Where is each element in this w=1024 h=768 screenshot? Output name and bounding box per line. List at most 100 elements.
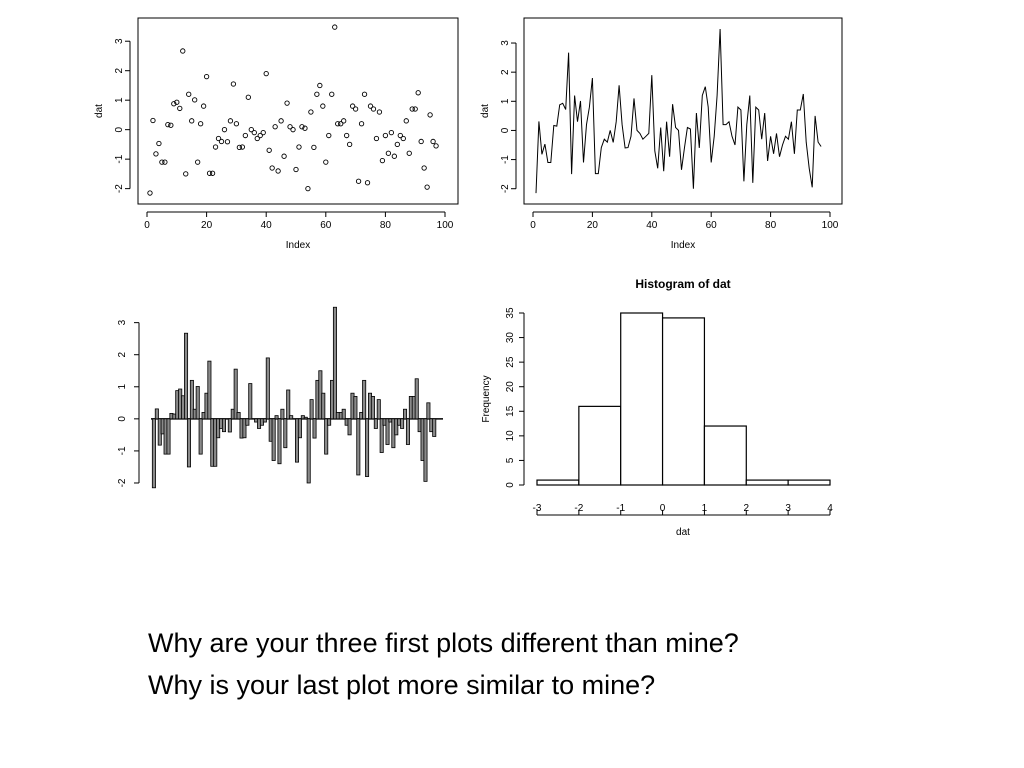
data-point bbox=[394, 141, 400, 148]
data-point bbox=[302, 125, 308, 131]
data-point bbox=[165, 122, 171, 128]
x-tick-label: -3 bbox=[533, 503, 542, 514]
data-point bbox=[254, 135, 260, 142]
data-point bbox=[227, 118, 234, 124]
y-tick-label: 0 bbox=[117, 416, 128, 422]
data-point bbox=[296, 144, 302, 150]
caption: Why are your three first plots different… bbox=[148, 622, 739, 706]
data-point bbox=[180, 48, 186, 54]
data-point bbox=[314, 91, 320, 97]
data-point bbox=[230, 81, 237, 87]
data-point bbox=[251, 129, 257, 136]
data-point bbox=[329, 91, 335, 97]
data-bar bbox=[271, 418, 276, 461]
y-tick-label: -1 bbox=[114, 154, 125, 163]
data-bar bbox=[245, 418, 250, 426]
histogram-bar bbox=[745, 479, 789, 486]
plot-frame bbox=[137, 17, 459, 205]
data-point bbox=[263, 70, 269, 77]
data-point bbox=[344, 132, 350, 139]
data-point bbox=[221, 127, 228, 133]
histogram-bar bbox=[578, 405, 622, 486]
data-point bbox=[171, 101, 177, 107]
data-bar bbox=[289, 415, 294, 420]
data-bar bbox=[405, 418, 410, 445]
data-bar bbox=[265, 357, 270, 420]
data-point bbox=[245, 94, 251, 100]
data-bar bbox=[280, 408, 285, 420]
data-point bbox=[388, 129, 395, 136]
data-point bbox=[192, 97, 198, 103]
data-bar bbox=[248, 383, 253, 420]
data-bar bbox=[274, 415, 279, 420]
y-tick-label: 1 bbox=[500, 98, 511, 104]
x-tick-label: 1 bbox=[702, 503, 708, 514]
data-point bbox=[332, 24, 338, 30]
data-point bbox=[177, 105, 183, 112]
data-bar bbox=[324, 418, 329, 455]
data-point bbox=[320, 103, 326, 109]
data-point bbox=[215, 135, 222, 142]
data-point bbox=[370, 106, 377, 112]
x-tick-label: 60 bbox=[320, 220, 332, 231]
data-point bbox=[361, 91, 368, 97]
data-bar bbox=[286, 389, 291, 420]
data-point bbox=[355, 178, 362, 184]
data-bar bbox=[341, 408, 346, 420]
y-tick-label: -2 bbox=[117, 478, 128, 487]
data-point bbox=[203, 73, 210, 80]
data-point bbox=[397, 132, 403, 139]
data-point bbox=[430, 138, 436, 145]
x-tick-label: 80 bbox=[765, 220, 777, 231]
scatter-plot: 0 20 40 60 80 100 -2 -1 0 1 2 3 Index dat bbox=[94, 17, 459, 251]
x-tick-label: 40 bbox=[646, 220, 658, 231]
data-point bbox=[200, 103, 207, 109]
data-bar bbox=[312, 418, 317, 439]
data-point bbox=[147, 190, 153, 196]
y-tick-label: -1 bbox=[500, 155, 511, 164]
y-tick-label: 3 bbox=[114, 38, 125, 44]
data-point bbox=[257, 132, 263, 139]
data-point bbox=[341, 118, 347, 124]
y-tick-label: 2 bbox=[114, 67, 125, 73]
data-bar bbox=[283, 418, 288, 449]
y-tick-label: 1 bbox=[114, 97, 125, 103]
data-bar bbox=[277, 418, 282, 465]
data-point bbox=[409, 106, 415, 112]
x-tick-label: 3 bbox=[785, 503, 791, 514]
data-point bbox=[367, 103, 374, 109]
x-tick-label: 2 bbox=[744, 503, 750, 514]
data-point bbox=[305, 185, 311, 192]
data-bar bbox=[414, 378, 419, 420]
data-point bbox=[153, 151, 159, 157]
data-point bbox=[427, 112, 433, 118]
caption-line-1: Why are your three first plots different… bbox=[148, 628, 739, 658]
caption-line-2: Why is your last plot more similar to mi… bbox=[148, 670, 656, 700]
x-tick-label: -2 bbox=[574, 503, 583, 514]
data-point bbox=[311, 144, 317, 151]
data-bar bbox=[347, 418, 352, 436]
y-tick-label: 0 bbox=[505, 482, 516, 488]
data-bar bbox=[151, 418, 156, 489]
data-bar bbox=[213, 418, 218, 467]
y-axis-label: dat bbox=[94, 104, 105, 118]
line-plot: 0 20 40 60 80 100 -2 -1 0 1 2 3 Index dat bbox=[480, 17, 843, 251]
data-point bbox=[412, 106, 418, 112]
data-bar bbox=[394, 418, 399, 436]
data-bar bbox=[373, 418, 378, 429]
y-tick-label: 25 bbox=[505, 356, 516, 368]
y-tick-label: 15 bbox=[505, 405, 516, 417]
data-point bbox=[290, 127, 296, 133]
plot-frame bbox=[523, 17, 843, 205]
data-point bbox=[233, 121, 240, 127]
chart-title: Histogram of dat bbox=[635, 277, 730, 291]
data-point bbox=[150, 117, 156, 124]
series-line bbox=[535, 28, 822, 194]
data-point bbox=[275, 168, 281, 174]
data-point bbox=[260, 129, 266, 136]
data-point bbox=[248, 127, 254, 133]
data-bar bbox=[353, 395, 358, 420]
data-point bbox=[346, 141, 353, 148]
data-point bbox=[266, 147, 272, 153]
data-bar bbox=[184, 332, 189, 420]
